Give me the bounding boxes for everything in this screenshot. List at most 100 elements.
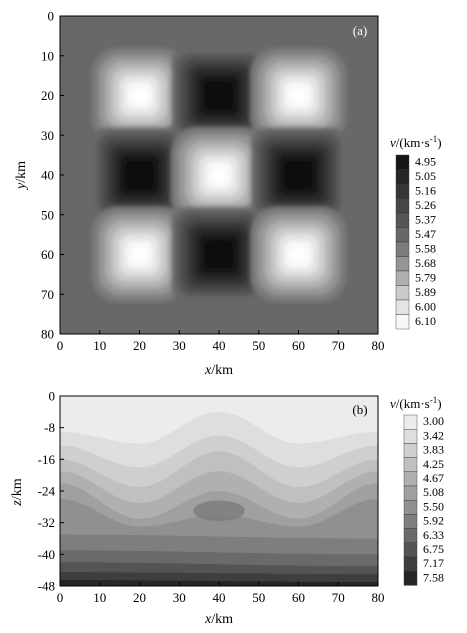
y-tick-label: 10 — [41, 48, 54, 63]
x-tick-label: 50 — [252, 590, 265, 605]
x-tick-label: 60 — [292, 590, 305, 605]
colorbar-swatch — [403, 457, 418, 473]
colorbar-swatch — [395, 198, 410, 214]
panel-b: 0 10 20 30 40 50 60 70 80 0 -8 -16 -24 -32 -40 -48 (b)… — [10, 389, 444, 628]
panel-a-colorbar: 4.955.055.165.265.375.475.585.685.795.89… — [395, 154, 436, 330]
colorbar-level-label: 3.42 — [423, 428, 444, 442]
colorbar-level-label: 6.00 — [415, 299, 436, 313]
high-velocity-anomaly — [250, 206, 347, 303]
y-tick-label: 60 — [41, 247, 54, 262]
y-tick-label: 70 — [41, 287, 54, 302]
panel-a-label: (a) — [353, 23, 367, 38]
colorbar-level-label: 6.10 — [415, 314, 436, 328]
y-tick-label: -48 — [38, 579, 55, 594]
colorbar-level-label: 5.92 — [423, 514, 444, 528]
colorbar-swatch — [403, 500, 418, 515]
y-tick-label: 0 — [49, 389, 56, 404]
panel-b-y-ticks: 0 -8 -16 -24 -32 -40 -48 — [38, 389, 64, 594]
colorbar-swatch — [395, 299, 410, 315]
high-velocity-anomaly — [91, 47, 188, 144]
colorbar-level-label: 4.25 — [423, 457, 444, 471]
y-tick-label: -8 — [44, 420, 55, 435]
high-velocity-anomaly — [171, 127, 267, 223]
x-tick-label: 80 — [372, 590, 385, 605]
y-tick-label: 30 — [41, 128, 54, 143]
colorbar-swatch — [395, 212, 410, 228]
panel-a-y-axis-label: y/km — [14, 161, 29, 191]
colorbar-swatch — [403, 556, 418, 572]
x-tick-label: 40 — [213, 338, 226, 353]
high-velocity-anomaly — [91, 206, 188, 303]
y-tick-label: -24 — [38, 484, 56, 499]
panel-b-bands — [60, 396, 378, 586]
colorbar-swatch — [403, 414, 418, 430]
colorbar-level-label: 5.26 — [415, 198, 436, 212]
panel-b-y-axis-label: z/km — [10, 478, 25, 506]
low-velocity-anomaly — [91, 127, 188, 223]
colorbar-level-label: 4.95 — [415, 154, 436, 168]
y-tick-label: 0 — [48, 9, 55, 24]
colorbar-level-label: 7.17 — [423, 556, 444, 570]
x-tick-label: 60 — [292, 338, 305, 353]
colorbar-swatch — [403, 429, 418, 444]
x-tick-label: 70 — [332, 590, 345, 605]
colorbar-level-label: 5.58 — [415, 241, 436, 255]
colorbar-level-label: 5.16 — [415, 183, 436, 197]
colorbar-level-label: 6.75 — [423, 542, 444, 556]
y-tick-label: -16 — [38, 452, 56, 467]
colorbar-swatch — [403, 542, 418, 558]
panel-a-x-ticks: 0 10 20 30 40 50 60 70 80 — [57, 330, 385, 353]
panel-b-lens — [193, 500, 245, 522]
x-tick-label: 10 — [93, 338, 106, 353]
panel-b-colorbar-title: v/(km·s-1) — [390, 395, 442, 411]
x-tick-label: 20 — [133, 590, 146, 605]
x-tick-label: 20 — [133, 338, 146, 353]
colorbar-level-label: 5.68 — [415, 256, 436, 270]
panel-b-x-ticks: 0 10 20 30 40 50 60 70 80 — [57, 582, 385, 605]
colorbar-swatch — [403, 443, 418, 458]
colorbar-swatch — [395, 227, 410, 243]
panel-b-label: (b) — [352, 402, 367, 417]
panel-b-colorbar: 3.003.423.834.254.675.085.505.926.336.75… — [403, 414, 444, 586]
colorbar-swatch — [395, 154, 410, 170]
colorbar-swatch — [403, 514, 418, 529]
y-tick-label: -40 — [38, 547, 55, 562]
colorbar-level-label: 3.00 — [423, 414, 444, 428]
x-tick-label: 80 — [372, 338, 385, 353]
colorbar-swatch — [395, 256, 410, 272]
x-tick-label: 0 — [57, 338, 64, 353]
x-tick-label: 70 — [332, 338, 345, 353]
y-tick-label: 50 — [41, 207, 54, 222]
x-tick-label: 0 — [57, 590, 64, 605]
low-velocity-anomaly — [171, 47, 267, 144]
panel-a-y-ticks: 0 10 20 30 40 50 60 70 80 — [41, 9, 64, 342]
panel-b-x-axis-label: x/km — [204, 612, 233, 627]
y-tick-label: 20 — [41, 88, 54, 103]
y-tick-label: -32 — [38, 515, 55, 530]
colorbar-swatch — [395, 169, 410, 185]
colorbar-swatch — [395, 285, 410, 301]
panel-a-anomalies — [91, 47, 347, 303]
colorbar-level-label: 3.83 — [423, 443, 444, 457]
colorbar-swatch — [395, 183, 410, 199]
panel-a-x-axis-label: x/km — [204, 363, 233, 378]
colorbar-swatch — [395, 241, 410, 257]
panel-a-colorbar-title: v/(km·s-1) — [390, 134, 442, 150]
colorbar-level-label: 6.33 — [423, 528, 444, 542]
colorbar-swatch — [403, 471, 418, 487]
x-tick-label: 30 — [173, 590, 186, 605]
colorbar-level-label: 5.89 — [415, 285, 436, 299]
colorbar-level-label: 5.05 — [415, 169, 436, 183]
x-tick-label: 40 — [213, 590, 226, 605]
y-tick-label: 80 — [41, 327, 54, 342]
colorbar-level-label: 7.58 — [423, 570, 444, 584]
colorbar-level-label: 5.79 — [415, 270, 436, 284]
colorbar-level-label: 5.47 — [415, 227, 436, 241]
x-tick-label: 30 — [173, 338, 186, 353]
y-tick-label: 40 — [41, 168, 54, 183]
low-velocity-anomaly — [250, 127, 347, 223]
colorbar-swatch — [395, 314, 410, 330]
colorbar-level-label: 5.08 — [423, 485, 444, 499]
colorbar-level-label: 5.50 — [423, 499, 444, 513]
